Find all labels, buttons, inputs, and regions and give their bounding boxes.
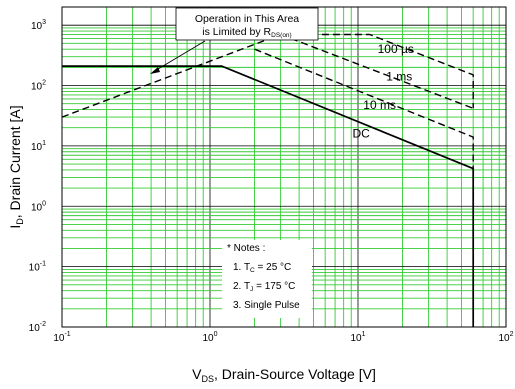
- x-tick-label: 10-1: [53, 331, 70, 344]
- note-2: 2. TJ = 175 °C: [233, 281, 295, 293]
- notes-title: * Notes :: [227, 243, 265, 254]
- note-2-sub: J: [250, 286, 253, 293]
- y-tick-label: 10-2: [29, 321, 46, 334]
- y-tick-base: 10: [31, 21, 43, 32]
- x-tick-exponent: -1: [64, 331, 70, 338]
- note-1-sub: C: [250, 267, 255, 274]
- x-axis-label-main: V: [192, 366, 202, 382]
- curve-label-10-ms: 10 ms: [363, 98, 396, 112]
- y-tick-base: 10: [31, 82, 43, 93]
- y-tick-label: 103: [31, 19, 46, 32]
- y-axis-label-sub: D: [15, 218, 25, 225]
- annotation-line2: is Limited by RDS(on): [202, 26, 291, 39]
- y-axis-label: ID, Drain Current [A]: [7, 105, 25, 228]
- y-tick-exponent: -2: [40, 321, 46, 328]
- y-tick-label: 100: [31, 200, 46, 213]
- y-tick-exponent: 1: [42, 140, 46, 147]
- annotation-arrow: [152, 40, 206, 73]
- note-1: 1. TC = 25 °C: [233, 262, 291, 274]
- annotation-line1: Operation in This Area: [195, 13, 299, 25]
- x-axis-label-rest: , Drain-Source Voltage [V]: [214, 366, 376, 382]
- y-tick-exponent: 3: [42, 19, 46, 26]
- x-tick-label: 101: [350, 331, 365, 344]
- notes-frame: [222, 240, 312, 318]
- y-axis-label-rest: , Drain Current [A]: [7, 105, 23, 218]
- curve-label-100-s: 100 µs: [378, 42, 414, 56]
- x-tick-base: 10: [498, 333, 510, 344]
- x-axis-label-sub: DS: [201, 374, 214, 384]
- y-tick-label: 101: [31, 140, 46, 153]
- y-axis-label-main: I: [7, 225, 23, 229]
- y-tick-label: 10-1: [29, 261, 46, 274]
- series-group: [61, 33, 475, 327]
- y-tick-base: 10: [29, 323, 41, 334]
- curve-labels: 100 µs 1 ms 10 ms DC: [352, 42, 413, 140]
- y-tick-exponent: 2: [42, 80, 46, 87]
- annotation-line2-sub: DS(on): [271, 32, 292, 39]
- rdson-annotation: Operation in This Area is Limited by RDS…: [150, 7, 319, 74]
- curve-label-1-ms: 1 ms: [386, 70, 412, 84]
- series-line-100-s: [61, 33, 474, 118]
- x-tick-label: 102: [498, 331, 513, 344]
- annotation-line2-main: is Limited by R: [202, 26, 271, 38]
- y-tick-exponent: 0: [42, 200, 46, 207]
- note-1-main: 1. T: [233, 262, 250, 273]
- note-1-rest: = 25 °C: [255, 262, 292, 273]
- y-tick-exponent: -1: [40, 261, 46, 268]
- x-tick-base: 10: [53, 333, 65, 344]
- x-tick-exponent: 1: [362, 331, 366, 338]
- x-tick-base: 10: [202, 333, 214, 344]
- notes-box: * Notes : 1. TC = 25 °C 2. TJ = 175 °C 3…: [222, 240, 312, 318]
- y-tick-base: 10: [29, 263, 41, 274]
- series-line-10-ms: [254, 48, 474, 327]
- curve-label-dc: DC: [352, 127, 370, 141]
- annotation-box: [175, 7, 319, 41]
- note-3: 3. Single Pulse: [233, 300, 300, 311]
- x-tick-label: 100: [202, 331, 217, 344]
- x-tick-exponent: 0: [214, 331, 218, 338]
- y-tick-label: 102: [31, 80, 46, 93]
- series-line-1-ms: [280, 33, 474, 109]
- x-axis-label: VDS, Drain-Source Voltage [V]: [192, 366, 376, 384]
- note-2-rest: = 175 °C: [253, 281, 295, 292]
- note-2-main: 2. T: [233, 281, 250, 292]
- x-tick-exponent: 2: [510, 331, 514, 338]
- plot-frame: [61, 6, 507, 328]
- y-tick-base: 10: [31, 142, 43, 153]
- annotation-arrowhead: [150, 67, 160, 74]
- y-tick-base: 10: [31, 202, 43, 213]
- x-tick-base: 10: [350, 333, 362, 344]
